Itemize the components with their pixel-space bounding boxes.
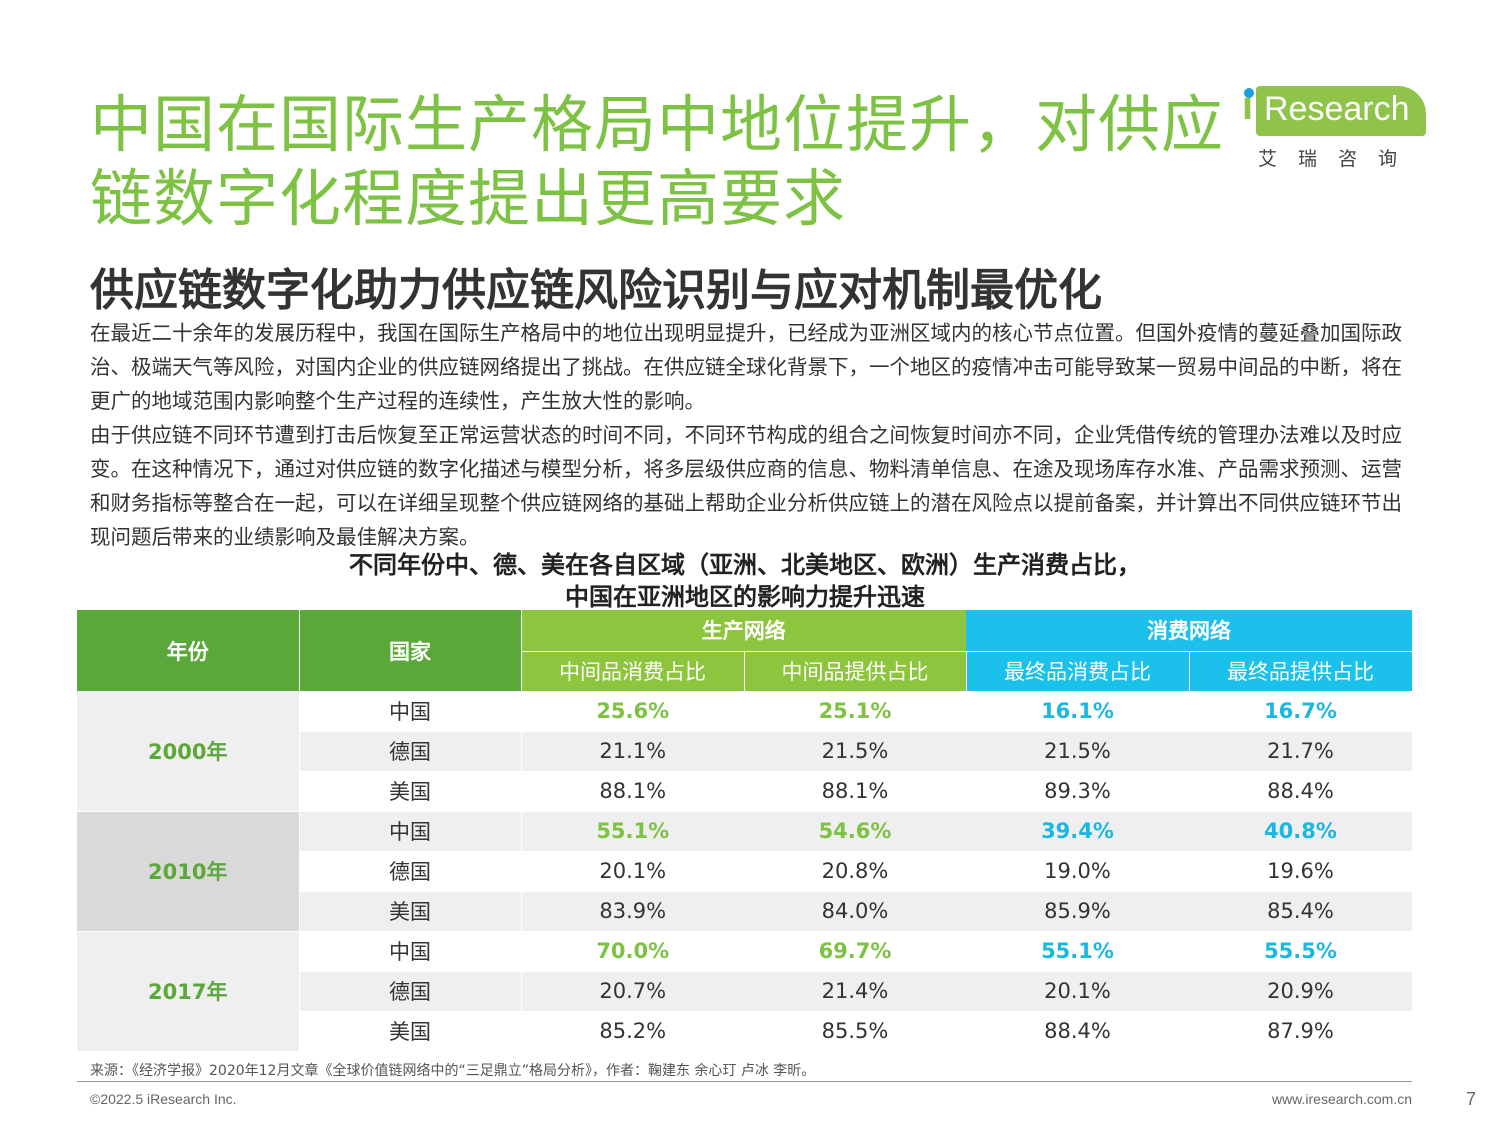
value-cell: 55.5% xyxy=(1189,931,1412,972)
value-cell: 21.4% xyxy=(744,971,966,1012)
iresearch-logo: i Research 艾瑞咨询 xyxy=(1240,80,1430,170)
table-row: 德国 21.1% 21.5% 21.5% 21.7% xyxy=(77,731,1412,772)
table-row: 2017年 中国 70.0% 69.7% 55.1% 55.5% xyxy=(77,931,1412,1052)
header-production-network: 生产网络 xyxy=(521,610,966,651)
table-row: 2010年 中国 55.1% 54.6% 39.4% 40.8% xyxy=(77,811,1412,932)
value-cell: 20.1% xyxy=(966,971,1189,1012)
value-cell: 69.7% xyxy=(744,931,966,972)
value-cell: 55.1% xyxy=(521,811,744,852)
value-cell: 88.1% xyxy=(744,771,966,812)
value-cell: 21.1% xyxy=(521,731,744,772)
value-cell: 84.0% xyxy=(744,891,966,932)
value-cell: 39.4% xyxy=(966,811,1189,852)
value-cell: 55.1% xyxy=(966,931,1189,972)
table-row: 德国 20.1% 20.8% 19.0% 19.6% xyxy=(77,851,1412,892)
section-subtitle: 供应链数字化助力供应链风险识别与应对机制最优化 xyxy=(90,265,1102,316)
table-row: 美国 88.1% 88.1% 89.3% 88.4% xyxy=(77,771,1412,812)
value-cell: 88.4% xyxy=(966,1011,1189,1052)
year-cell: 2010年 xyxy=(77,811,300,932)
value-cell: 19.6% xyxy=(1189,851,1412,892)
value-cell: 54.6% xyxy=(744,811,966,852)
copyright: ©2022.5 iResearch Inc. xyxy=(90,1091,237,1107)
value-cell: 20.1% xyxy=(521,851,744,892)
value-cell: 20.9% xyxy=(1189,971,1412,1012)
year-cell: 2017年 xyxy=(77,931,300,1052)
value-cell: 40.8% xyxy=(1189,811,1412,852)
source-note: 来源：《经济学报》2020年12月文章《全球价值链网络中的“三足鼎立”格局分析》… xyxy=(90,1063,816,1079)
country-cell: 中国 xyxy=(299,931,522,972)
logo-wordmark: Research xyxy=(1264,90,1410,128)
value-cell: 21.7% xyxy=(1189,731,1412,772)
header-year: 年份 xyxy=(77,610,300,691)
header-country: 国家 xyxy=(299,610,522,691)
table-row: 德国 20.7% 21.4% 20.1% 20.9% xyxy=(77,971,1412,1012)
country-cell: 德国 xyxy=(299,851,522,892)
value-cell: 20.8% xyxy=(744,851,966,892)
value-cell: 70.0% xyxy=(521,931,744,972)
header-final-supply: 最终品提供占比 xyxy=(1189,650,1413,691)
header-intermediate-supply: 中间品提供占比 xyxy=(744,650,967,691)
value-cell: 85.5% xyxy=(744,1011,966,1052)
table-title: 不同年份中、德、美在各自区域（亚洲、北美地区、欧洲）生产消费占比， xyxy=(349,551,1141,579)
value-cell: 25.6% xyxy=(521,691,744,732)
table-row: 美国 83.9% 84.0% 85.9% 85.4% xyxy=(77,891,1412,932)
value-cell: 88.1% xyxy=(521,771,744,812)
country-cell: 德国 xyxy=(299,971,522,1012)
logo-mark: i xyxy=(1242,84,1254,128)
body-paragraph: 由于供应链不同环节遭到打击后恢复至正常运营状态的时间不同，不同环节构成的组合之间… xyxy=(90,423,1402,549)
value-cell: 87.9% xyxy=(1189,1011,1412,1052)
country-cell: 德国 xyxy=(299,731,522,772)
country-cell: 中国 xyxy=(299,691,522,732)
table-title: 中国在亚洲地区的影响力提升迅速 xyxy=(565,583,925,611)
value-cell: 85.2% xyxy=(521,1011,744,1052)
logo-badge xyxy=(1256,86,1426,136)
value-cell: 16.7% xyxy=(1189,691,1412,732)
value-cell: 83.9% xyxy=(521,891,744,932)
table-row: 美国 85.2% 85.5% 88.4% 87.9% xyxy=(77,1011,1412,1052)
value-cell: 25.1% xyxy=(744,691,966,732)
value-cell: 89.3% xyxy=(966,771,1189,812)
country-cell: 中国 xyxy=(299,811,522,852)
table-row: 2000年 中国 25.6% 25.1% 16.1% 16.7% xyxy=(77,691,1412,812)
value-cell: 21.5% xyxy=(966,731,1189,772)
header-consumption-network: 消费网络 xyxy=(966,610,1412,651)
value-cell: 20.7% xyxy=(521,971,744,1012)
country-cell: 美国 xyxy=(299,1011,522,1052)
logo-dot-icon xyxy=(1244,88,1254,98)
value-cell: 21.5% xyxy=(744,731,966,772)
value-cell: 16.1% xyxy=(966,691,1189,732)
body-paragraph: 在最近二十余年的发展历程中，我国在国际生产格局中的地位出现明显提升，已经成为亚洲… xyxy=(90,321,1402,413)
country-cell: 美国 xyxy=(299,771,522,812)
year-cell: 2000年 xyxy=(77,691,300,812)
value-cell: 85.4% xyxy=(1189,891,1412,932)
production-consumption-table: 年份 国家 生产网络 消费网络 中间品消费占比 中间品提供占比 最终品消费占比 … xyxy=(77,610,1413,1052)
header-intermediate-consumption: 中间品消费占比 xyxy=(521,650,745,691)
website-link[interactable]: www.iresearch.com.cn xyxy=(1271,1091,1412,1107)
value-cell: 88.4% xyxy=(1189,771,1412,812)
page-title: 中国在国际生产格局中地位提升，对供应链数字化程度提出更高要求 xyxy=(90,88,1225,235)
logo-chinese-name: 艾瑞咨询 xyxy=(1258,148,1419,170)
footer-divider xyxy=(77,1081,1412,1082)
page-number: 7 xyxy=(1465,1089,1476,1109)
header-final-consumption: 最终品消费占比 xyxy=(966,650,1190,691)
value-cell: 19.0% xyxy=(966,851,1189,892)
value-cell: 85.9% xyxy=(966,891,1189,932)
country-cell: 美国 xyxy=(299,891,522,932)
